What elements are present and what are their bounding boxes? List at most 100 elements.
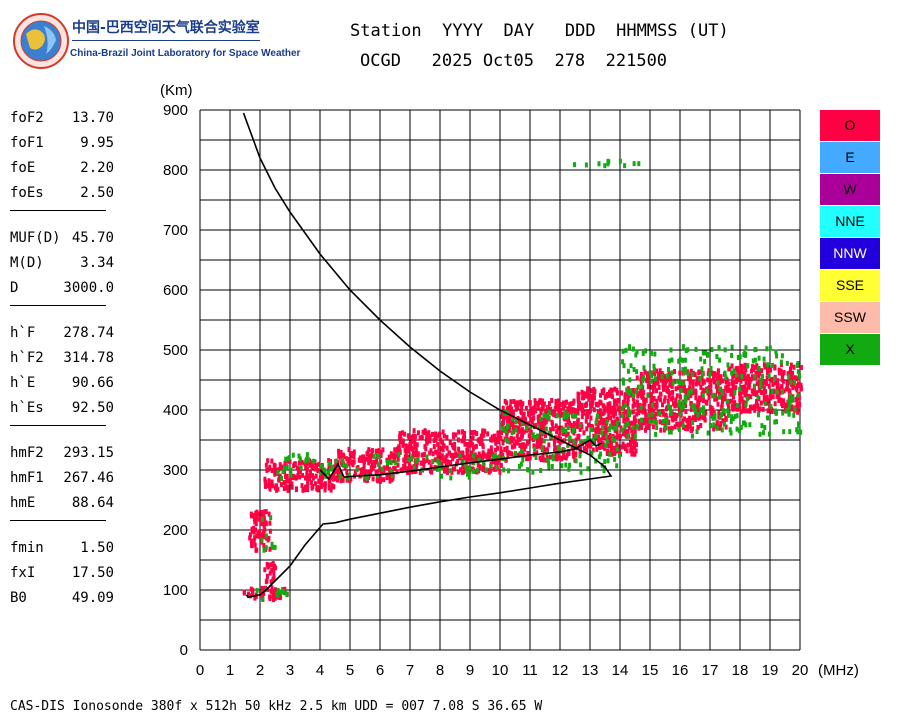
echo-point-o bbox=[536, 414, 540, 420]
echo-point-o bbox=[749, 394, 753, 400]
param-value: 9.95 bbox=[80, 135, 114, 151]
echo-point-o bbox=[550, 410, 554, 416]
echo-point-x bbox=[573, 162, 577, 168]
echo-point-o bbox=[675, 402, 679, 408]
echo-point-o bbox=[640, 375, 644, 381]
echo-point-o bbox=[422, 460, 426, 466]
echo-point-x bbox=[502, 467, 506, 473]
echo-point-x bbox=[753, 383, 757, 389]
echo-point-o bbox=[603, 445, 607, 451]
echo-point-o bbox=[713, 379, 717, 385]
echo-point-x bbox=[796, 429, 800, 435]
echo-point-o bbox=[348, 450, 352, 456]
echo-point-o bbox=[573, 411, 577, 417]
echo-point-o bbox=[631, 403, 635, 409]
legend-item-x: X bbox=[820, 334, 880, 365]
echo-point-o bbox=[743, 408, 747, 414]
echo-point-o bbox=[513, 402, 517, 408]
echo-point-o bbox=[792, 364, 796, 370]
echo-point-o bbox=[604, 424, 608, 430]
echo-point-o bbox=[264, 579, 268, 585]
echo-point-o bbox=[433, 457, 437, 463]
echo-point-o bbox=[379, 449, 383, 455]
echo-point-x bbox=[661, 418, 665, 424]
echo-point-o bbox=[750, 364, 754, 370]
echo-point-o bbox=[667, 420, 671, 426]
echo-point-o bbox=[279, 464, 283, 470]
echo-point-o bbox=[785, 403, 789, 409]
echo-point-o bbox=[528, 400, 532, 406]
echo-point-o bbox=[403, 454, 407, 460]
echo-point-o bbox=[613, 386, 617, 392]
echo-point-o bbox=[377, 448, 381, 454]
echo-point-o bbox=[563, 438, 567, 444]
echo-point-o bbox=[560, 455, 564, 461]
echo-point-o bbox=[290, 484, 294, 490]
echo-point-x bbox=[732, 368, 736, 374]
echo-point-o bbox=[651, 378, 655, 384]
echo-point-x bbox=[725, 398, 729, 404]
echo-point-o bbox=[347, 446, 351, 452]
echo-point-x bbox=[547, 464, 551, 470]
echo-point-o bbox=[516, 440, 520, 446]
echo-point-o bbox=[270, 567, 274, 573]
echo-point-x bbox=[416, 456, 420, 462]
echo-point-o bbox=[481, 442, 485, 448]
echo-point-o bbox=[438, 451, 442, 457]
echo-point-x bbox=[467, 471, 471, 477]
echo-point-o bbox=[310, 464, 314, 470]
echo-point-x bbox=[631, 392, 635, 398]
echo-point-o bbox=[329, 487, 333, 493]
echo-point-o bbox=[793, 375, 797, 381]
echo-point-o bbox=[756, 369, 760, 375]
echo-point-o bbox=[406, 466, 410, 472]
echo-point-o bbox=[263, 483, 267, 489]
echo-point-o bbox=[596, 422, 600, 428]
x-tick-label: 3 bbox=[286, 662, 294, 679]
echo-point-o bbox=[650, 384, 654, 390]
echo-point-o bbox=[710, 370, 714, 376]
echo-point-x bbox=[665, 420, 669, 426]
echo-point-o bbox=[693, 372, 697, 378]
echo-point-o bbox=[549, 406, 553, 412]
echo-point-o bbox=[504, 425, 508, 431]
echo-point-o bbox=[470, 430, 474, 436]
echo-point-o bbox=[682, 416, 686, 422]
echo-point-o bbox=[764, 380, 768, 386]
echo-point-x bbox=[726, 362, 730, 368]
echo-point-x bbox=[600, 430, 604, 436]
echo-point-x bbox=[669, 410, 673, 416]
echo-point-o bbox=[362, 466, 366, 472]
echo-point-o bbox=[305, 466, 309, 472]
echo-point-o bbox=[253, 519, 257, 525]
echo-point-o bbox=[610, 440, 614, 446]
echo-point-o bbox=[444, 455, 448, 461]
echo-point-o bbox=[581, 407, 585, 413]
echo-point-o bbox=[524, 443, 528, 449]
echo-point-x bbox=[636, 384, 640, 390]
echo-point-o bbox=[428, 438, 432, 444]
echo-point-o bbox=[543, 420, 547, 426]
echo-point-x bbox=[679, 388, 683, 394]
echo-point-o bbox=[509, 410, 513, 416]
echo-point-o bbox=[618, 433, 622, 439]
echo-point-o bbox=[501, 420, 505, 426]
echo-point-x bbox=[437, 461, 441, 467]
echo-point-o bbox=[522, 429, 526, 435]
echo-point-x bbox=[531, 469, 535, 475]
y-tick-label: 500 bbox=[163, 342, 188, 359]
echo-point-x bbox=[738, 354, 742, 360]
echo-point-o bbox=[750, 374, 754, 380]
echo-point-x bbox=[377, 461, 381, 467]
echo-point-o bbox=[405, 458, 409, 464]
echo-point-o bbox=[562, 400, 566, 406]
echo-point-o bbox=[656, 376, 660, 382]
echo-point-o bbox=[506, 454, 510, 460]
echo-point-o bbox=[388, 475, 392, 481]
echo-point-x bbox=[718, 414, 722, 420]
echo-point-o bbox=[790, 405, 794, 411]
echo-point-x bbox=[440, 473, 444, 479]
echo-point-o bbox=[432, 444, 436, 450]
echo-point-o bbox=[550, 398, 554, 404]
echo-point-o bbox=[408, 464, 412, 470]
